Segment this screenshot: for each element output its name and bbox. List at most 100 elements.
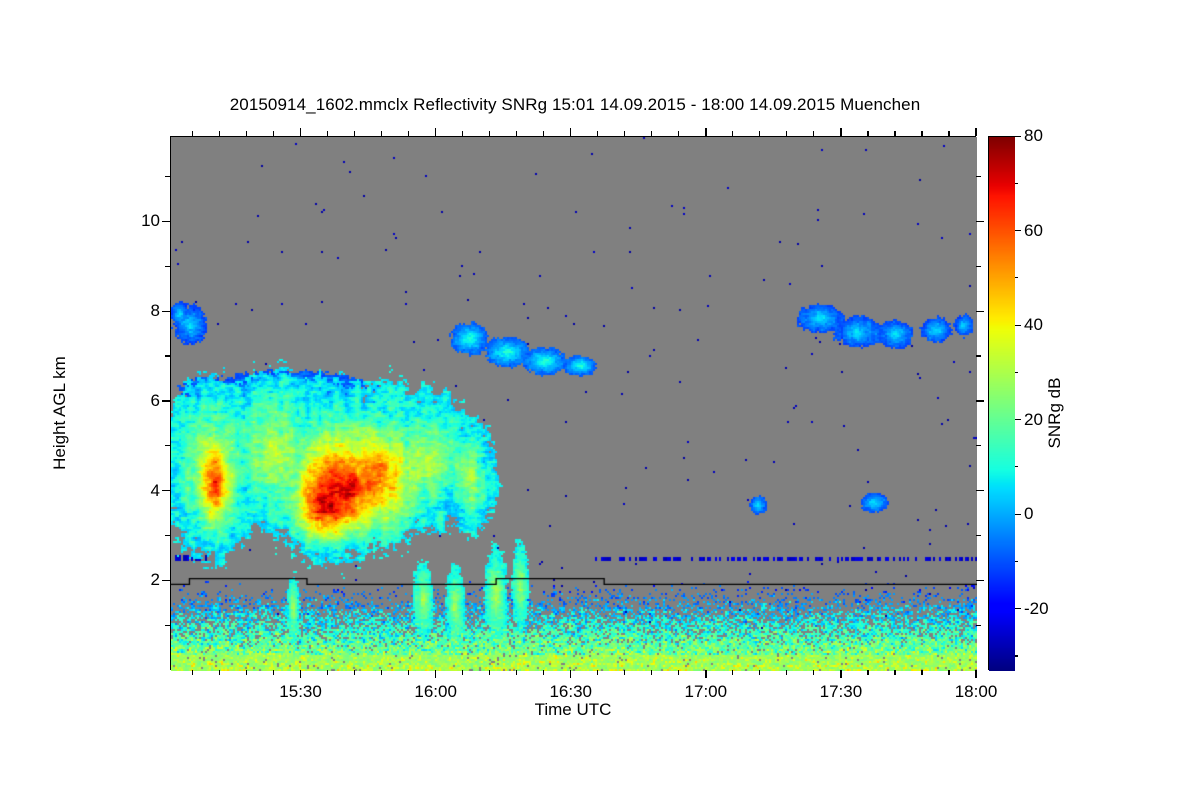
x-tick-minor bbox=[489, 670, 491, 675]
x-tick-label: 18:00 bbox=[954, 682, 998, 701]
x-tick-major bbox=[570, 670, 572, 678]
x-tick-minor bbox=[732, 670, 734, 675]
y-tick-minor-right bbox=[976, 624, 981, 626]
y-tick-minor-right bbox=[976, 265, 981, 267]
x-tick-minor-top bbox=[597, 131, 599, 136]
colorbar-tick-minor bbox=[1014, 182, 1018, 184]
colorbar-tick-minor bbox=[1014, 560, 1018, 562]
x-tick-minor-top bbox=[732, 131, 734, 136]
x-tick-label: 17:00 bbox=[684, 682, 728, 701]
x-tick-minor-top bbox=[678, 131, 680, 136]
colorbar-tick-minor bbox=[1014, 655, 1018, 657]
x-tick-minor bbox=[516, 670, 518, 675]
x-tick-major-top bbox=[840, 128, 842, 136]
x-tick-minor bbox=[543, 670, 545, 675]
y-tick-major-right bbox=[976, 490, 984, 492]
x-tick-minor-top bbox=[326, 131, 329, 136]
y-tick-minor-right bbox=[976, 355, 981, 357]
x-axis-title: Time UTC bbox=[534, 700, 612, 719]
x-tick-minor-top bbox=[408, 131, 410, 136]
colorbar-tick-label: 60 bbox=[1024, 220, 1043, 240]
x-tick-major-top bbox=[299, 128, 302, 136]
y-tick-major bbox=[162, 490, 170, 492]
x-tick-minor-top bbox=[272, 131, 275, 136]
x-tick-minor-top bbox=[489, 131, 491, 136]
x-tick-minor bbox=[354, 670, 356, 675]
colorbar-tick-minor bbox=[1014, 466, 1018, 468]
x-tick-minor bbox=[191, 670, 194, 675]
y-tick-minor bbox=[165, 265, 170, 267]
colorbar-tick-label: 20 bbox=[1024, 409, 1043, 429]
x-tick-minor bbox=[624, 670, 626, 675]
colorbar-tick bbox=[1014, 608, 1021, 610]
x-tick-minor-top bbox=[921, 131, 923, 136]
y-tick-major-right bbox=[976, 400, 984, 402]
y-tick-major bbox=[162, 220, 170, 223]
x-tick-minor bbox=[651, 670, 653, 675]
colorbar-tick bbox=[1014, 135, 1021, 137]
colorbar-tick-label: 40 bbox=[1024, 315, 1043, 335]
colorbar-title: SNRg dB bbox=[1045, 377, 1064, 449]
x-tick-minor-top bbox=[191, 131, 194, 136]
x-tick-minor-top bbox=[381, 131, 383, 136]
colorbar-tick bbox=[1014, 324, 1021, 326]
y-tick-minor bbox=[165, 445, 170, 447]
y-tick-minor bbox=[165, 534, 170, 537]
x-tick-minor bbox=[245, 670, 248, 675]
x-tick-major-top bbox=[434, 128, 437, 136]
x-tick-minor bbox=[813, 670, 815, 675]
x-tick-minor-top bbox=[516, 131, 518, 136]
colorbar-tick bbox=[1014, 419, 1021, 421]
x-tick-minor-top bbox=[624, 131, 626, 136]
plot-area bbox=[170, 136, 977, 671]
x-tick-minor bbox=[272, 670, 275, 675]
y-tick-minor bbox=[165, 355, 170, 357]
x-tick-minor-top bbox=[894, 131, 896, 136]
x-tick-minor-top bbox=[651, 131, 653, 136]
y-tick-label: 8 bbox=[150, 301, 160, 320]
x-tick-minor bbox=[894, 670, 896, 675]
x-tick-minor-top bbox=[786, 131, 788, 136]
x-tick-minor-top bbox=[245, 131, 248, 136]
x-tick-minor bbox=[408, 670, 410, 675]
colorbar-tick-minor bbox=[1014, 371, 1018, 373]
colorbar bbox=[988, 136, 1015, 671]
y-tick-label: 2 bbox=[150, 570, 160, 590]
x-tick-minor bbox=[921, 670, 923, 675]
y-tick-minor bbox=[165, 175, 170, 178]
x-tick-label: 15:30 bbox=[279, 682, 322, 701]
x-tick-label: 16:00 bbox=[414, 682, 457, 701]
x-tick-label: 16:30 bbox=[549, 682, 593, 701]
reflectivity-heatmap bbox=[171, 137, 977, 671]
x-tick-minor bbox=[218, 670, 221, 675]
y-tick-major-right bbox=[976, 579, 984, 582]
colorbar-tick-minor bbox=[1014, 277, 1018, 279]
x-tick-major-top bbox=[705, 128, 707, 136]
y-tick-major bbox=[162, 400, 170, 402]
y-tick-minor-right bbox=[976, 445, 981, 447]
x-tick-minor bbox=[759, 670, 761, 675]
x-tick-minor bbox=[678, 670, 680, 675]
colorbar-gradient bbox=[989, 137, 1015, 671]
y-tick-label: 6 bbox=[150, 390, 160, 410]
x-tick-major bbox=[434, 670, 437, 678]
y-tick-minor bbox=[165, 624, 170, 626]
x-tick-minor bbox=[326, 670, 329, 675]
colorbar-tick bbox=[1014, 230, 1021, 232]
y-tick-major bbox=[162, 310, 170, 312]
x-tick-minor bbox=[786, 670, 788, 675]
page-title: 20150914_1602.mmclx Reflectivity SNRg 15… bbox=[229, 95, 921, 114]
colorbar-tick-label: -20 bbox=[1024, 598, 1049, 618]
x-tick-major bbox=[299, 670, 302, 678]
x-tick-minor bbox=[867, 670, 869, 675]
y-tick-minor-right bbox=[976, 175, 981, 178]
y-tick-minor-right bbox=[976, 534, 981, 537]
x-tick-minor-top bbox=[354, 131, 356, 136]
x-tick-major bbox=[705, 670, 707, 678]
x-tick-minor-top bbox=[543, 131, 545, 136]
x-tick-minor bbox=[381, 670, 383, 675]
y-tick-major-right bbox=[976, 310, 984, 312]
x-tick-minor-top bbox=[867, 131, 869, 136]
colorbar-tick-label: 0 bbox=[1024, 504, 1034, 524]
